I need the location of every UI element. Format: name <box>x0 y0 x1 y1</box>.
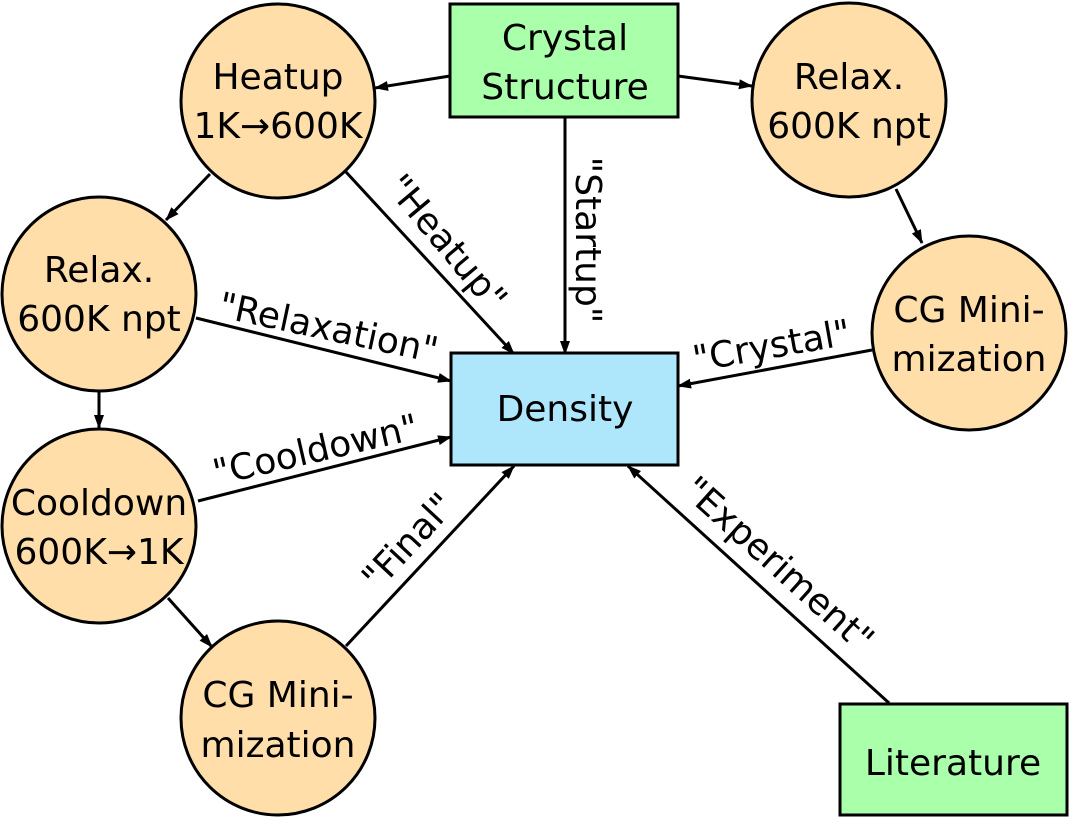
node-label-line-2: 600K npt <box>767 106 931 147</box>
node-label-line-2: mization <box>201 725 356 766</box>
edge-label-crystal: "Crystal" <box>690 313 854 381</box>
edge-cg-right-to-density <box>677 348 873 389</box>
node-label-line-2: 600K npt <box>17 299 181 340</box>
edge-heatup-to-density <box>344 170 516 356</box>
node-label-line-1: Crystal <box>502 18 628 59</box>
node-cg-minimization-right: CG Mini- mization <box>870 234 1068 432</box>
node-cg-minimization-left: CG Mini- mization <box>179 619 377 817</box>
edge-literature-to-density <box>626 464 891 705</box>
edge-relax-right-to-cg-right <box>894 188 924 244</box>
edge-label-final: "Final" <box>354 486 463 599</box>
node-literature: Literature <box>838 702 1069 817</box>
node-cooldown: Cooldown 600K→1K <box>0 427 198 625</box>
node-label-line-2: Structure <box>481 67 648 108</box>
edge-label-experiment: "Experiment" <box>675 469 882 661</box>
node-label-line-2: 600K→1K <box>15 532 185 573</box>
edge-crystal-to-relax-right <box>677 74 753 90</box>
node-label-line-1: CG Mini- <box>893 290 1044 331</box>
edge-label-startup: "Startup" <box>567 157 608 324</box>
edge-label-cooldown: "Cooldown" <box>209 407 422 494</box>
node-density: Density <box>449 351 680 467</box>
node-crystal-structure: Crystal Structure <box>448 2 680 119</box>
edge-crystal-to-heatup <box>374 74 451 91</box>
node-label-line-1: Heatup <box>212 57 343 98</box>
node-label-line-1: Literature <box>865 743 1041 784</box>
node-label-line-1: Cooldown <box>11 483 187 524</box>
node-label-line-1: Density <box>497 389 634 430</box>
edge-relax-left-to-density <box>195 316 452 383</box>
edges <box>94 74 924 705</box>
edge-label-relaxation: "Relaxation" <box>215 285 442 371</box>
node-label-line-1: Relax. <box>794 57 904 98</box>
node-label-line-1: Relax. <box>44 250 154 291</box>
edge-cg-left-to-density <box>344 464 516 648</box>
node-label-line-1: CG Mini- <box>202 675 353 716</box>
node-relax-right: Relax. 600K npt <box>750 1 948 199</box>
node-label-line-2: mization <box>892 339 1047 380</box>
edge-cooldown-to-cg-left <box>166 596 214 649</box>
node-relax-left: Relax. 600K npt <box>0 195 198 393</box>
edge-cooldown-to-density <box>197 435 452 503</box>
edge-label-heatup: "Heatup" <box>378 167 515 319</box>
node-label-line-2: 1K→600K <box>194 106 364 147</box>
edge-heatup-to-relax-left <box>164 172 212 222</box>
node-heatup: Heatup 1K→600K <box>179 2 377 200</box>
